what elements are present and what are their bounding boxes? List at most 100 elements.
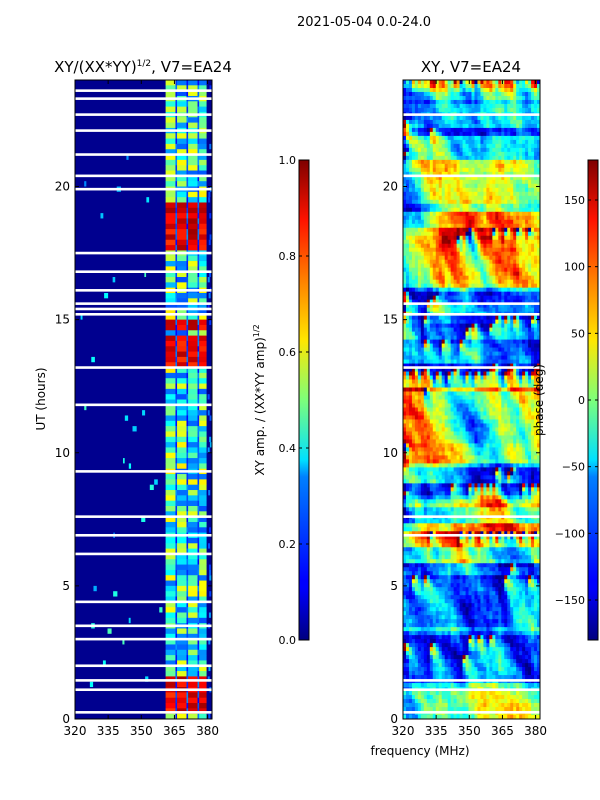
left-heatmap-cell — [176, 655, 187, 661]
right-heatmap-cell — [444, 399, 449, 404]
right-heatmap-cell — [504, 347, 508, 352]
right-heatmap-cell — [522, 151, 526, 157]
right-heatmap-cell — [462, 255, 466, 261]
right-heatmap-cell — [519, 355, 523, 360]
right-heatmap-cell — [537, 283, 540, 289]
right-heatmap-cell — [498, 239, 502, 245]
right-heatmap-cell — [492, 211, 496, 217]
right-heatmap-cell — [525, 151, 529, 157]
right-heatmap-cell — [498, 235, 502, 241]
right-heatmap-cell — [438, 131, 443, 137]
right-heatmap-cell — [453, 335, 458, 340]
right-heatmap-cell — [528, 355, 532, 360]
right-heatmap-cell — [504, 387, 508, 392]
right-heatmap-cell — [504, 227, 508, 233]
right-heatmap-cell — [420, 295, 425, 301]
right-heatmap-cell — [462, 423, 466, 428]
right-heatmap-cell — [504, 119, 508, 125]
right-heatmap-cell — [438, 115, 443, 121]
right-heatmap-cell — [420, 211, 425, 217]
right-heatmap-cell — [429, 391, 434, 396]
right-heatmap-cell — [435, 379, 440, 384]
right-heatmap-cell — [480, 243, 484, 249]
right-heatmap-cell — [462, 403, 466, 408]
left-heatmap-cell — [187, 628, 198, 635]
right-heatmap-cell — [420, 247, 425, 253]
left-heatmap-cell — [165, 340, 176, 347]
right-heatmap-cell — [429, 379, 434, 384]
right-heatmap-cell — [465, 395, 469, 400]
left-heatmap-cell — [186, 245, 189, 251]
right-heatmap-cell — [519, 143, 523, 149]
right-heatmap-cell — [444, 143, 449, 149]
right-heatmap-cell — [417, 295, 422, 301]
right-heatmap-cell — [525, 303, 529, 309]
left-data-gap — [75, 515, 212, 518]
right-heatmap-cell — [534, 295, 538, 301]
right-heatmap-cell — [429, 95, 434, 101]
left-heatmap-cell — [197, 383, 200, 390]
left-heatmap-cell — [187, 266, 198, 273]
right-heatmap-cell — [405, 159, 410, 165]
right-heatmap-cell — [528, 323, 532, 329]
right-heatmap-cell — [477, 383, 481, 388]
right-heatmap-cell — [522, 299, 526, 305]
right-heatmap-cell — [507, 295, 511, 301]
right-heatmap-cell — [519, 219, 523, 225]
left-heatmap-cell — [175, 372, 178, 379]
right-heatmap-cell — [516, 343, 520, 348]
right-heatmap-cell — [474, 259, 478, 265]
left-heatmap-cell — [175, 511, 178, 518]
right-heatmap-cell — [474, 123, 478, 129]
right-heatmap-cell — [408, 151, 413, 157]
right-heatmap-cell — [474, 115, 478, 121]
right-heatmap-cell — [414, 415, 419, 420]
right-heatmap-cell — [486, 415, 490, 420]
right-heatmap-cell — [504, 219, 508, 225]
right-heatmap-cell — [504, 379, 508, 384]
right-heatmap-cell — [507, 239, 511, 245]
right-heatmap-cell — [444, 115, 449, 121]
left-heatmap-cell — [186, 564, 189, 571]
right-heatmap-cell — [489, 423, 493, 428]
right-heatmap-cell — [534, 283, 538, 289]
right-heatmap-cell — [456, 259, 460, 265]
right-heatmap-cell — [492, 319, 496, 325]
right-heatmap-cell — [403, 251, 407, 257]
right-heatmap-cell — [408, 351, 413, 356]
right-heatmap-cell — [519, 223, 523, 229]
right-heatmap-cell — [480, 379, 484, 384]
right-heatmap-cell — [438, 351, 443, 356]
right-heatmap-cell — [426, 163, 431, 169]
right-heatmap-cell — [411, 403, 416, 408]
left-heatmap-cell — [175, 463, 178, 470]
right-heatmap-cell — [411, 315, 416, 321]
left-heatmap-cell — [175, 388, 178, 395]
right-heatmap-cell — [465, 107, 469, 113]
right-heatmap-cell — [498, 387, 502, 392]
right-heatmap-cell — [444, 359, 449, 364]
right-heatmap-cell — [480, 135, 484, 141]
right-heatmap-cell — [531, 291, 535, 297]
right-heatmap-cell — [450, 247, 455, 253]
right-heatmap-cell — [486, 83, 490, 89]
right-heatmap-cell — [477, 107, 481, 113]
right-heatmap-cell — [510, 263, 514, 269]
right-heatmap-cell — [468, 187, 472, 193]
left-heatmap-cell — [176, 388, 187, 395]
right-heatmap-cell — [516, 123, 520, 129]
right-heatmap-cell — [468, 359, 472, 364]
right-heatmap-cell — [519, 327, 523, 333]
right-heatmap-cell — [441, 331, 446, 336]
left-heatmap-cell — [165, 319, 176, 326]
right-heatmap-cell — [477, 235, 481, 241]
right-heatmap-cell — [492, 147, 496, 153]
right-heatmap-cell — [459, 359, 463, 364]
right-heatmap-cell — [456, 367, 460, 372]
right-heatmap-cell — [411, 407, 416, 412]
right-heatmap-cell — [492, 399, 496, 404]
right-heatmap-cell — [450, 343, 455, 348]
right-heatmap-cell — [459, 351, 463, 356]
right-heatmap-cell — [531, 263, 535, 269]
right-heatmap-cell — [504, 239, 508, 245]
